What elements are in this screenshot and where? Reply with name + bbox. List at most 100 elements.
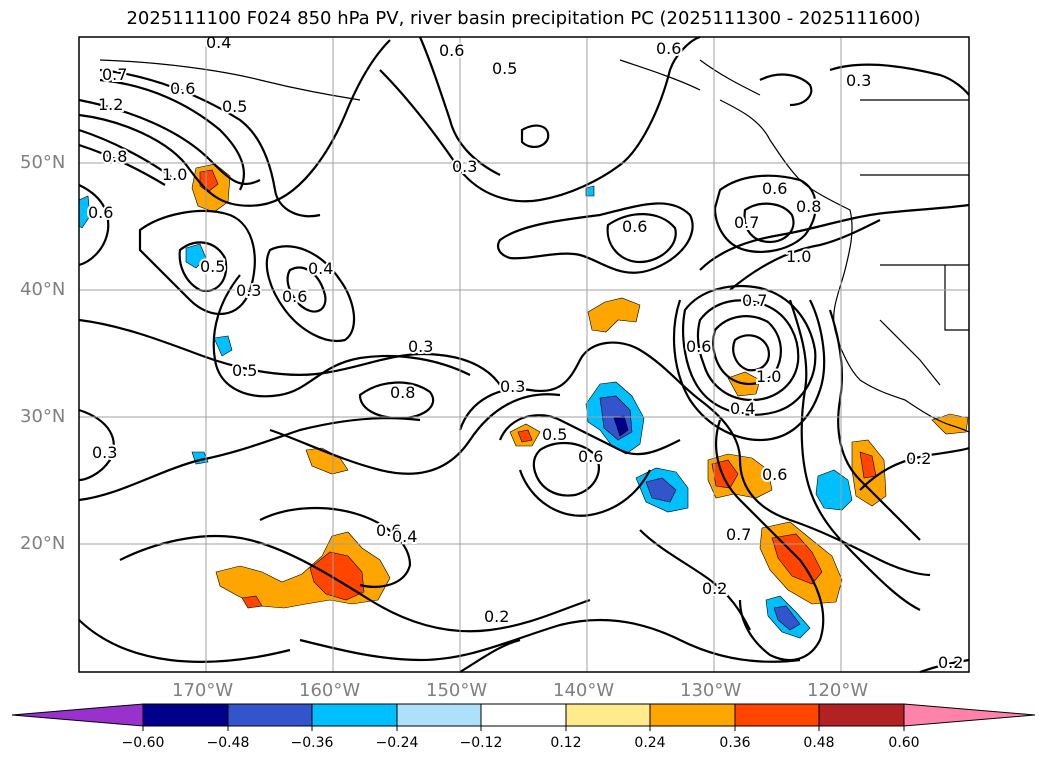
pv-contour-line	[78, 619, 291, 664]
contour-label: 0.6	[686, 337, 711, 356]
colorbar-segment	[565, 703, 651, 727]
lon-label: 160°W	[299, 680, 361, 701]
contour-label: 0.3	[452, 157, 477, 176]
colorbar-tick-label: −0.36	[290, 735, 334, 751]
lon-label: 130°W	[680, 680, 742, 701]
contour-label: 0.5	[492, 59, 517, 78]
pv-contour-line	[919, 658, 970, 674]
contour-label: 0.2	[906, 449, 931, 468]
pv-contour-line	[178, 241, 228, 292]
contour-label: 0.2	[702, 579, 727, 598]
colorbar-tick-label: 0.36	[719, 735, 751, 751]
contour-label: 0.3	[236, 281, 261, 300]
graticule	[79, 37, 969, 672]
pv-contour-line	[699, 203, 970, 271]
pv-contour-line	[78, 128, 176, 181]
colorbar-tick-label: −0.60	[121, 735, 165, 751]
pv-contour-line	[532, 441, 601, 497]
contour-label: 0.2	[938, 653, 963, 672]
shade-negative-strong	[645, 477, 677, 503]
pv-contour-line	[518, 469, 651, 517]
shade-negative	[815, 469, 853, 511]
colorbar-segment	[227, 703, 313, 727]
colorbar-segment	[311, 703, 398, 727]
pv-contour-line	[78, 408, 115, 482]
pv-contour-line	[99, 68, 321, 218]
colorbar-tick-label: −0.48	[206, 735, 250, 751]
colorbar-tick-label: 0.12	[550, 735, 582, 751]
west-coast-line	[719, 99, 970, 433]
colorbar-segment	[396, 703, 482, 727]
lat-label: 40°N	[20, 279, 66, 300]
pv-contour-line	[496, 202, 694, 274]
colorbar-segment	[480, 703, 567, 727]
coastlines	[99, 59, 970, 433]
contour-label: 0.3	[846, 71, 871, 90]
contour-label: 0.5	[542, 425, 567, 444]
border-line	[879, 319, 941, 386]
lon-label: 150°W	[426, 680, 488, 701]
border-line	[944, 265, 969, 331]
pv-contour-line	[606, 213, 677, 264]
shade-positive-strong	[241, 595, 263, 609]
pv-contour-line	[269, 393, 561, 475]
colorbar-arrow-left	[11, 703, 144, 727]
pv-contour-line	[358, 381, 435, 420]
contour-label: 0.6	[376, 521, 401, 540]
pv-contour-line	[119, 534, 591, 633]
lon-label: 120°W	[807, 680, 869, 701]
pv-contour-line	[78, 184, 110, 267]
pv-contour-line	[639, 529, 751, 631]
lon-label: 170°W	[172, 680, 234, 701]
contour-label: 0.6	[578, 447, 603, 466]
pv-contour-line	[99, 78, 245, 191]
colorbar-tick-marks	[142, 726, 905, 731]
contour-label: 0.4	[392, 527, 417, 546]
pv-contours	[78, 35, 970, 674]
contour-label: 0.5	[222, 97, 247, 116]
pv-contour-line	[286, 266, 327, 313]
contour-label: 0.4	[730, 399, 755, 418]
contour-label: 0.8	[390, 383, 415, 402]
contour-label: 0.4	[308, 259, 333, 278]
colorbar-tick-label: 0.60	[888, 735, 920, 751]
contour-label: 1.0	[786, 247, 811, 266]
colorbar-tick-label: −0.24	[375, 735, 419, 751]
coast-islands	[619, 59, 701, 91]
contour-label: 0.6	[622, 217, 647, 236]
contour-label: 0.2	[484, 607, 509, 626]
colorbar-segment	[734, 703, 820, 727]
colorbar-arrow-right	[903, 703, 1036, 727]
contour-label: 0.6	[656, 39, 681, 58]
pv-contour-line	[459, 638, 521, 673]
contour-label: 1.2	[98, 95, 123, 114]
pv-contour-line	[732, 334, 770, 372]
shade-positive-strong	[771, 533, 823, 585]
contour-label: 0.5	[232, 361, 257, 380]
contour-label: 1.0	[756, 367, 781, 386]
pv-contour-line	[829, 63, 970, 96]
pv-contour-line	[713, 174, 817, 253]
pv-contour-line	[78, 416, 421, 502]
colorbar	[11, 703, 1036, 727]
shade-negative	[185, 243, 207, 269]
contour-label: 0.7	[742, 291, 767, 310]
pv-contour-line	[265, 245, 356, 343]
colorbar-segment	[142, 703, 229, 727]
contour-label: 0.7	[726, 525, 751, 544]
contour-label: 0.4	[206, 33, 231, 52]
pv-contour-line	[859, 446, 970, 491]
pv-contour-line	[696, 299, 800, 402]
colorbar-segment	[818, 703, 905, 727]
contour-label: 0.8	[102, 147, 127, 166]
lat-label: 20°N	[20, 533, 66, 554]
contour-labels: 0.4 0.6 0.6 0.5 0.3 0.7 0.6 0.5 1.2 0.8 …	[86, 31, 965, 674]
lat-label: 50°N	[20, 152, 66, 173]
pv-contour-line	[78, 98, 261, 185]
colorbar-tick-label: 0.24	[634, 735, 666, 751]
colorbar-segment	[649, 703, 736, 727]
shade-positive-strong	[711, 459, 739, 489]
coast-islands	[699, 59, 761, 96]
pv-contour-line	[418, 36, 501, 176]
